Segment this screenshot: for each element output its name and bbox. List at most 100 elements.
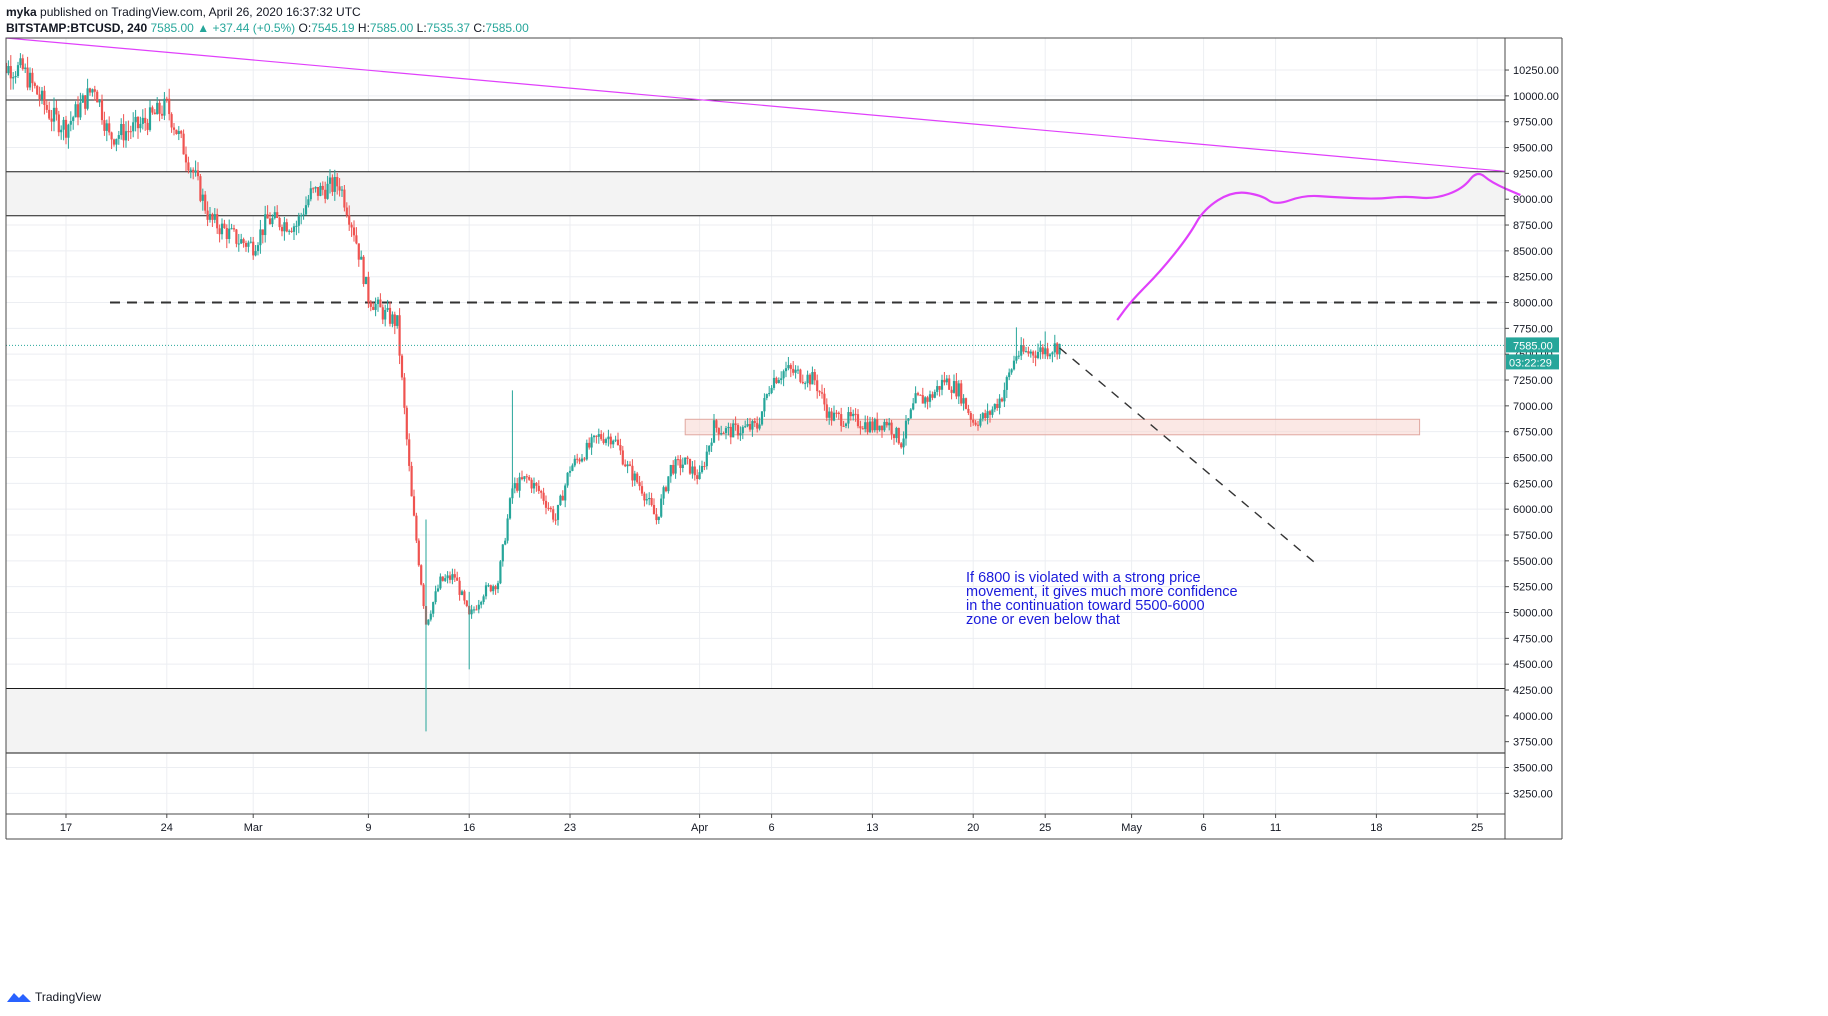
candle-body	[132, 122, 135, 132]
candle-body	[264, 214, 267, 236]
candle-body	[835, 412, 838, 414]
candle-body	[376, 299, 380, 304]
candle-body	[727, 426, 730, 429]
candle-body	[547, 507, 550, 509]
candle-body	[367, 276, 370, 303]
candle-body	[36, 85, 39, 95]
x-tick-label: May	[1121, 822, 1142, 834]
x-tick-label: 9	[365, 822, 371, 834]
candle-body	[573, 458, 576, 466]
y-tick-label: 8500.00	[1513, 246, 1553, 258]
candle-body	[854, 413, 857, 415]
candle-body	[321, 185, 324, 190]
candle-body	[295, 225, 298, 227]
y-tick-label: 9000.00	[1513, 194, 1553, 206]
candle-body	[789, 365, 792, 369]
candle-body	[566, 472, 569, 486]
y-tick-label: 7000.00	[1513, 401, 1553, 413]
candle-body	[1012, 360, 1016, 370]
candle-body	[763, 398, 766, 412]
candle-body	[940, 379, 944, 390]
candle-body	[832, 412, 836, 421]
candle-body	[288, 230, 291, 232]
candle-body	[112, 139, 116, 145]
candle-body	[38, 94, 41, 100]
candle-body	[895, 427, 898, 439]
candle-body	[57, 114, 60, 133]
candle-body	[991, 409, 994, 415]
candle-body	[1015, 356, 1018, 361]
candle-body	[43, 90, 46, 106]
candle-body	[540, 491, 543, 493]
y-tick-label: 4000.00	[1513, 711, 1553, 723]
candle-body	[400, 355, 404, 378]
high-label: H:	[357, 21, 370, 35]
candle-body	[868, 421, 872, 433]
y-tick-label: 9250.00	[1513, 168, 1553, 180]
candle-body	[487, 585, 490, 587]
candle-body	[753, 421, 756, 423]
tradingview-logo-icon	[7, 993, 31, 1002]
candle-body	[532, 482, 536, 489]
magenta-trendline	[6, 38, 1505, 172]
candle-body	[122, 123, 125, 141]
candle-body	[237, 243, 240, 245]
candle-body	[552, 509, 555, 520]
annotation-text: If 6800 is violated with a strong price m…	[966, 570, 1238, 628]
candle-body	[309, 188, 312, 200]
candle-body	[811, 372, 814, 385]
candle-body	[508, 498, 512, 519]
candle-body	[720, 433, 723, 435]
open-label: O:	[298, 21, 312, 35]
candle-body	[626, 464, 629, 467]
candle-body	[278, 217, 281, 228]
candle-body	[252, 241, 255, 256]
candle-body	[667, 476, 670, 492]
change-value: +37.44 (+0.5%)	[212, 21, 296, 35]
candle-body	[602, 439, 605, 443]
candle-body	[45, 105, 48, 110]
candle-body	[302, 214, 305, 216]
candle-body	[374, 303, 377, 310]
candle-body	[189, 169, 192, 171]
candle-body	[340, 189, 344, 191]
candle-body	[933, 391, 936, 398]
candle-body	[369, 302, 372, 307]
candle-body	[583, 458, 586, 460]
candle-body	[976, 424, 980, 426]
candle-body	[823, 393, 826, 405]
candle-body	[633, 473, 636, 481]
author-name[interactable]: myka	[6, 5, 37, 19]
candle-body	[931, 394, 934, 398]
change-arrow: ▲	[197, 21, 210, 35]
candle-body	[768, 392, 771, 395]
candle-body	[787, 365, 790, 369]
tradingview-brand[interactable]: TradingView	[6, 990, 101, 1004]
candle-body	[744, 426, 747, 428]
candle-body	[40, 90, 44, 100]
candle-body	[535, 482, 538, 486]
y-tick-label: 5500.00	[1513, 556, 1553, 568]
x-tick-label: 25	[1471, 822, 1483, 834]
candle-body	[319, 185, 322, 196]
low-value: 7535.37	[426, 21, 471, 35]
x-tick-label: 6	[1201, 822, 1207, 834]
candle-body	[883, 421, 886, 431]
candle-body	[422, 584, 425, 607]
candle-body	[955, 381, 958, 397]
y-tick-label: 8000.00	[1513, 298, 1553, 310]
candle-body	[168, 98, 171, 115]
candle-body	[379, 299, 382, 308]
candle-body	[943, 379, 946, 383]
last-price-badge	[1506, 337, 1559, 353]
candle-body	[928, 394, 932, 402]
y-tick-label: 8250.00	[1513, 272, 1553, 284]
candle-body	[568, 470, 572, 473]
candle-body	[67, 124, 70, 138]
candle-body	[820, 392, 824, 394]
y-tick-label: 4250.00	[1513, 685, 1553, 697]
y-tick-label: 6500.00	[1513, 453, 1553, 465]
candle-body	[434, 591, 437, 603]
candle-body	[676, 459, 680, 461]
